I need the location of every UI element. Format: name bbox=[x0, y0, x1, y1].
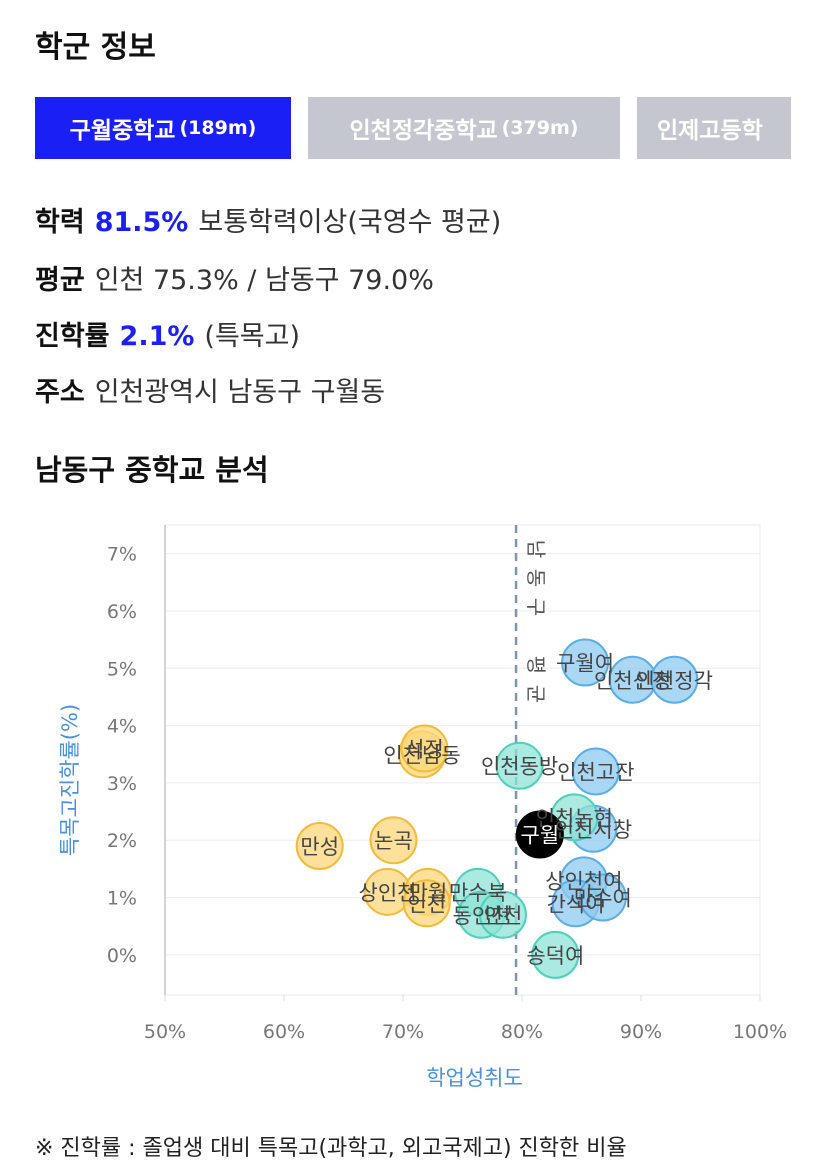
y-tick-label: 4% bbox=[107, 716, 137, 738]
data-point bbox=[561, 638, 610, 687]
address-row: 주소 인천광역시 남동구 구월동 bbox=[35, 370, 385, 409]
y-tick-label: 7% bbox=[107, 544, 137, 566]
data-point-label: 인천논현 bbox=[536, 806, 613, 830]
data-point-label: 만성 bbox=[300, 835, 339, 859]
y-tick-label: 3% bbox=[107, 773, 137, 795]
data-point-label: 만월 bbox=[409, 881, 448, 905]
data-point-label: 인천남동 bbox=[383, 743, 460, 767]
x-tick-label: 100% bbox=[733, 1021, 787, 1043]
reference-line-label-char: 동 bbox=[524, 569, 548, 587]
tab-name: 인천정각중학교 bbox=[349, 118, 498, 144]
y-tick-label: 2% bbox=[107, 830, 137, 852]
data-point bbox=[478, 890, 527, 939]
data-point-label: 석정 bbox=[405, 738, 444, 762]
data-point-label: 인천신정 bbox=[594, 669, 671, 693]
academic-value: 81.5% bbox=[94, 207, 189, 238]
school-info-title: 학군 정보 bbox=[35, 30, 156, 65]
data-point bbox=[571, 747, 620, 796]
data-point-label: 상인천여 bbox=[545, 869, 622, 893]
advancement-row: 진학률 2.1% (특목고) bbox=[35, 314, 300, 353]
tab-distance: (379m) bbox=[501, 117, 579, 139]
tab-name: 구월중학교 bbox=[69, 118, 176, 144]
tab-guwol-middle-school[interactable]: 구월중학교 (189m) bbox=[35, 97, 291, 159]
data-point-label: 구월 bbox=[521, 824, 560, 848]
reference-line-label-char: 평 bbox=[524, 656, 548, 674]
x-tick-label: 80% bbox=[501, 1021, 543, 1043]
data-point bbox=[495, 741, 544, 790]
academic-desc: 보통학력이상(국영수 평균) bbox=[198, 207, 502, 238]
x-axis-label: 학업성취도 bbox=[426, 1066, 523, 1090]
data-point bbox=[650, 655, 699, 704]
tab-inje-high-school[interactable]: 인제고등학 bbox=[637, 97, 791, 159]
data-point-label: 상인천 bbox=[359, 881, 417, 905]
data-point bbox=[578, 873, 627, 922]
average-value: 인천 75.3% / 남동구 79.0% bbox=[94, 265, 434, 296]
data-point bbox=[369, 816, 418, 865]
academic-label: 학력 bbox=[35, 207, 85, 238]
address-value: 인천광역시 남동구 구월동 bbox=[94, 377, 386, 408]
advancement-desc: (특목고) bbox=[204, 321, 301, 352]
data-point bbox=[402, 879, 451, 928]
data-point-label: 구월여 bbox=[556, 652, 614, 676]
average-label: 평균 bbox=[35, 265, 85, 296]
data-point bbox=[515, 810, 564, 859]
tab-distance: (189m) bbox=[179, 117, 257, 139]
data-point-label: 송덕여 bbox=[526, 944, 584, 968]
scatter-chart: 0% 1% 2% 3% 4% 5% 6% 7% 50% 60% 70% 80% 90% 100% 학업성취도… bbox=[58, 524, 787, 1090]
y-tick-label: 5% bbox=[107, 658, 137, 680]
data-point-label: 인천 bbox=[407, 892, 446, 916]
data-point-label: 인천고잔 bbox=[557, 760, 634, 784]
tab-name: 인제고등학 bbox=[657, 118, 763, 144]
x-tick-label: 90% bbox=[620, 1021, 662, 1043]
analysis-title: 남동구 중학교 분석 bbox=[35, 453, 269, 487]
reference-line-label-char: 균 bbox=[524, 685, 548, 703]
reference-line-label-char: 남 bbox=[524, 540, 548, 558]
x-tick-label: 70% bbox=[382, 1021, 424, 1043]
reference-line-label-char: 구 bbox=[524, 598, 548, 616]
data-point-label: 만수북 bbox=[449, 881, 507, 905]
advancement-value: 2.1% bbox=[119, 321, 195, 352]
y-axis-label: 특목고진학률(%) bbox=[58, 704, 82, 856]
data-point-label: 인천동방 bbox=[481, 755, 558, 779]
academic-row: 학력 81.5% 보통학력이상(국영수 평균) bbox=[35, 200, 501, 239]
data-point bbox=[531, 930, 580, 979]
x-tick-label: 50% bbox=[144, 1021, 186, 1043]
y-tick-label: 1% bbox=[107, 888, 137, 910]
data-point-label: 동인천 bbox=[453, 904, 511, 928]
y-tick-label: 0% bbox=[107, 945, 137, 967]
data-point-label: 간석여 bbox=[547, 892, 605, 916]
data-point-label: 인천정각 bbox=[636, 669, 713, 693]
tab-incheon-jeonggak-middle-school[interactable]: 인천정각중학교 (379m) bbox=[308, 97, 620, 159]
data-point-label: 인천 bbox=[484, 904, 523, 928]
y-tick-label: 6% bbox=[107, 601, 137, 623]
address-label: 주소 bbox=[35, 377, 85, 408]
data-point bbox=[400, 724, 449, 773]
average-row: 평균 인천 75.3% / 남동구 79.0% bbox=[35, 258, 434, 297]
data-point-label: 논곡 bbox=[374, 829, 413, 853]
footnote: ※ 진학률 : 졸업생 대비 특목고(과학고, 외고국제고) 진학한 비율 bbox=[35, 1136, 627, 1161]
data-point-label: 인천서창 bbox=[555, 818, 632, 842]
data-point-label: 만수여 bbox=[574, 887, 632, 911]
school-tab-bar: 구월중학교 (189m) 인천정각중학교 (379m) 인제고등학 bbox=[35, 97, 791, 159]
advancement-label: 진학률 bbox=[35, 321, 110, 352]
data-point bbox=[295, 821, 344, 870]
x-tick-label: 60% bbox=[263, 1021, 305, 1043]
